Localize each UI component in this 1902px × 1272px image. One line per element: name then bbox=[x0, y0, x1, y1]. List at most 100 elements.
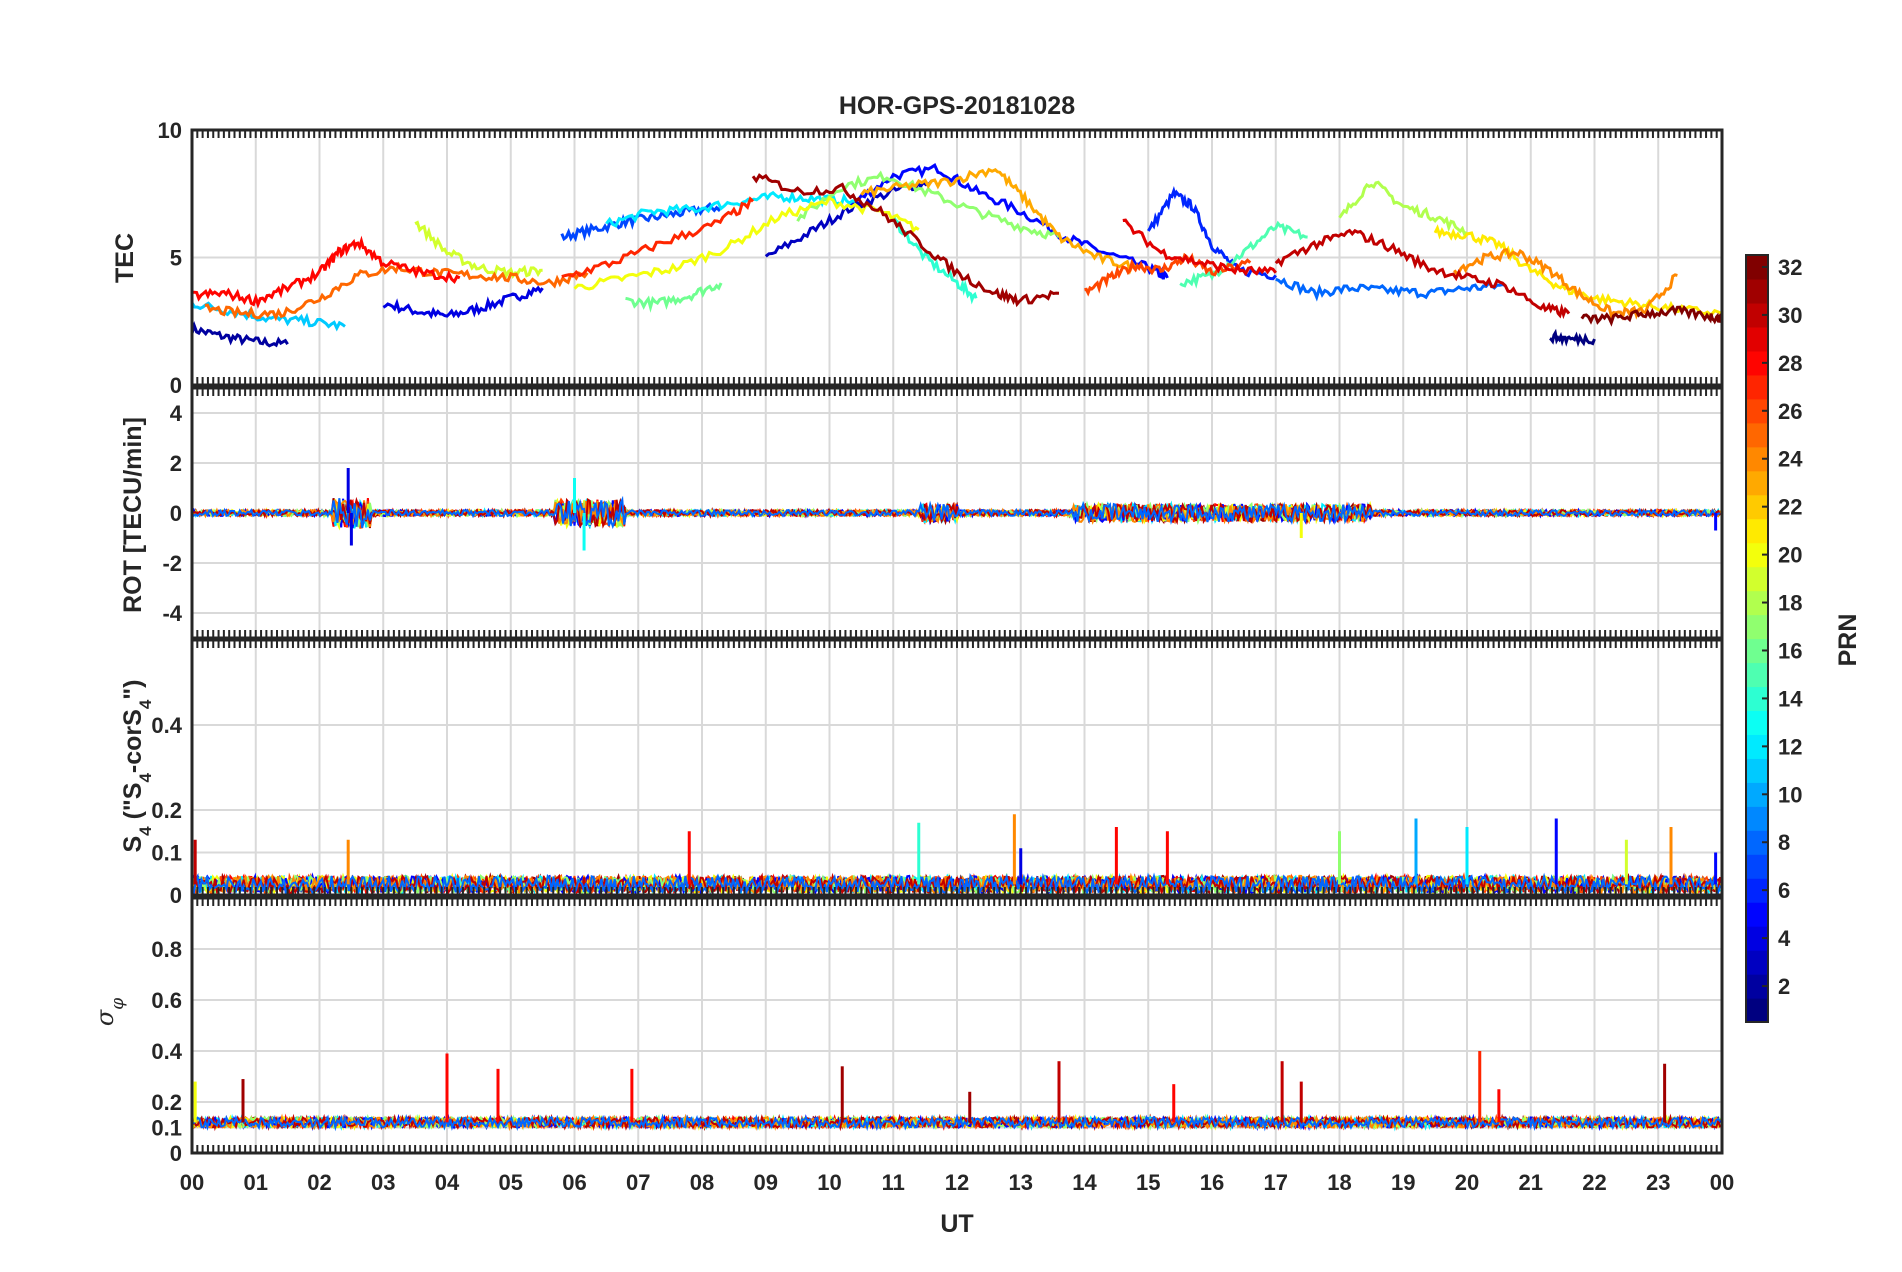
colorbar-segment bbox=[1746, 710, 1768, 735]
colorbar-segment bbox=[1746, 614, 1768, 640]
colorbar-segment bbox=[1746, 542, 1768, 568]
colorbar-frame bbox=[1745, 254, 1769, 1023]
x-tick-label: 00 bbox=[180, 1170, 204, 1195]
colorbar-tick-label: 22 bbox=[1778, 495, 1802, 520]
x-tick-label: 19 bbox=[1391, 1170, 1415, 1195]
x-tick-label: 01 bbox=[244, 1170, 268, 1195]
x-tick-label: 18 bbox=[1327, 1170, 1351, 1195]
x-tick-label: 07 bbox=[626, 1170, 650, 1195]
series-line-prn-14 bbox=[892, 215, 978, 305]
x-tick-label: 11 bbox=[882, 1170, 905, 1195]
colorbar-tick-label: 2 bbox=[1778, 974, 1790, 999]
y-tick-label: 0 bbox=[170, 1141, 182, 1166]
x-tick-label: 05 bbox=[499, 1170, 523, 1195]
y-tick-label: 2 bbox=[170, 451, 182, 476]
panel-tec: 0 5 10 TEC bbox=[111, 118, 1724, 398]
colorbar-segment bbox=[1746, 398, 1768, 424]
colorbar-tick-label: 20 bbox=[1778, 543, 1802, 568]
colorbar-segment bbox=[1746, 350, 1768, 376]
series-line-prn-17 bbox=[796, 170, 1061, 240]
y-tick-label: 0.6 bbox=[151, 988, 182, 1013]
x-tick-label: 08 bbox=[690, 1170, 714, 1195]
x-tick-label: 03 bbox=[371, 1170, 395, 1195]
colorbar-segment bbox=[1746, 854, 1768, 879]
y-tick-label: 0 bbox=[170, 883, 182, 908]
colorbar-label: PRN bbox=[1834, 614, 1862, 667]
colorbar-segment bbox=[1746, 638, 1768, 664]
colorbar-segment bbox=[1746, 494, 1768, 520]
series-line-prn-5 bbox=[848, 162, 1169, 280]
chart-title: HOR-GPS-20181028 bbox=[839, 92, 1075, 120]
colorbar-tick-label: 10 bbox=[1778, 782, 1802, 807]
panel-s4: 0 0.1 0.2 0.4 S4 ("S4-corS4") bbox=[119, 638, 1724, 908]
series-line-prn-16 bbox=[625, 282, 723, 313]
colorbar-segment bbox=[1746, 470, 1768, 496]
series-line-prn-24 bbox=[1453, 248, 1678, 321]
panel-sigma-phi: 00.10.2 0.4 0.6 0.8 σφ bbox=[91, 896, 1724, 1166]
colorbar-segment bbox=[1746, 806, 1768, 831]
x-tick-label: 16 bbox=[1200, 1170, 1224, 1195]
x-tick-label: 21 bbox=[1519, 1170, 1543, 1195]
colorbar-tick-label: 8 bbox=[1778, 830, 1790, 855]
x-tick-label: 12 bbox=[945, 1170, 969, 1195]
colorbar-segment bbox=[1746, 926, 1768, 951]
y-tick-label: -4 bbox=[162, 601, 182, 626]
y-tick-label: 0.2 bbox=[151, 1090, 182, 1115]
panel-rot: -4 -2 0 2 4 ROT [TECU/min] bbox=[119, 386, 1724, 640]
x-tick-label: 17 bbox=[1264, 1170, 1288, 1195]
colorbar-tick-label: 28 bbox=[1778, 351, 1802, 376]
series-line-prn-19 bbox=[414, 220, 543, 280]
series-line-prn-18 bbox=[1338, 180, 1469, 238]
x-tick-label: 06 bbox=[562, 1170, 586, 1195]
x-tick-label: 22 bbox=[1582, 1170, 1606, 1195]
series-line-prn-2 bbox=[190, 320, 289, 348]
y-tick-label: 5 bbox=[170, 246, 182, 271]
s4-axis-label: S4 ("S4-corS4") bbox=[119, 680, 155, 853]
y-tick-label: 0.8 bbox=[151, 937, 182, 962]
series-line-prn-29 bbox=[1122, 218, 1277, 277]
series-line-prn-27 bbox=[561, 196, 755, 279]
colorbar-segment bbox=[1746, 255, 1768, 280]
colorbar-tick-label: 6 bbox=[1778, 878, 1790, 903]
colorbar-tick-label: 32 bbox=[1778, 255, 1802, 280]
colorbar-segment bbox=[1746, 974, 1768, 999]
colorbar-segment bbox=[1746, 326, 1768, 352]
x-tick-label: 14 bbox=[1072, 1170, 1097, 1195]
colorbar-segment bbox=[1746, 590, 1768, 616]
colorbar-segment bbox=[1746, 902, 1768, 927]
x-tick-label: 23 bbox=[1646, 1170, 1670, 1195]
series-line-prn-26 bbox=[1084, 252, 1252, 297]
colorbar-tick-label: 14 bbox=[1778, 686, 1803, 711]
x-tick-label: 00 bbox=[1710, 1170, 1734, 1195]
colorbar-segment bbox=[1746, 278, 1768, 304]
colorbar-segment bbox=[1746, 374, 1768, 400]
rot-axis-label: ROT [TECU/min] bbox=[119, 417, 147, 613]
colorbar-tick-label: 30 bbox=[1778, 303, 1802, 328]
y-tick-label: 0.4 bbox=[151, 713, 182, 738]
series-line-prn-3 bbox=[764, 180, 933, 258]
y-tick-label: 0.1 bbox=[151, 1116, 182, 1141]
colorbar-segment bbox=[1746, 782, 1768, 807]
colorbar-segment bbox=[1746, 758, 1768, 783]
colorbar-tick-label: 24 bbox=[1778, 447, 1803, 472]
y-tick-label: -2 bbox=[162, 551, 182, 576]
colorbar-segment bbox=[1746, 422, 1768, 448]
sigma-phi-axis-label: σφ bbox=[91, 998, 128, 1026]
tec-axis-label: TEC bbox=[111, 233, 139, 283]
y-tick-label: 4 bbox=[170, 401, 183, 426]
x-tick-label: 15 bbox=[1136, 1170, 1160, 1195]
colorbar-segment bbox=[1746, 662, 1768, 688]
series-line-prn-32 bbox=[1580, 304, 1724, 327]
series-line-prn-15 bbox=[1179, 220, 1308, 289]
x-tick-label: 10 bbox=[817, 1170, 841, 1195]
colorbar-segment bbox=[1746, 878, 1768, 903]
series-line-prn-4 bbox=[382, 285, 544, 320]
noise-trace-prn-8 bbox=[191, 495, 1721, 530]
series-line-prn-28 bbox=[191, 235, 461, 309]
series-line-prn-21 bbox=[1433, 224, 1723, 318]
colorbar-segment bbox=[1746, 686, 1768, 712]
colorbar-segment bbox=[1746, 830, 1768, 855]
colorbar-segment bbox=[1746, 518, 1768, 544]
